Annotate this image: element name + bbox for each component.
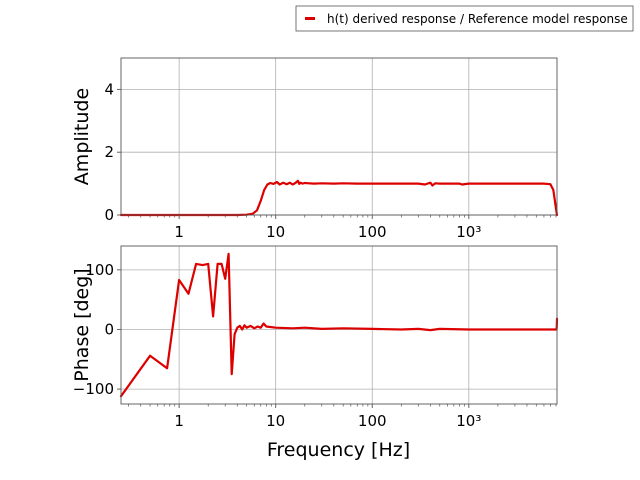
y-tick-label: −100	[73, 380, 114, 398]
y-tick-label: 100	[85, 261, 114, 279]
y-tick-label: 0	[104, 320, 114, 338]
x-tick-label: 1	[174, 223, 184, 241]
legend-frame	[295, 5, 634, 32]
x-tick-label: 10	[266, 223, 285, 241]
axes-frame	[120, 245, 558, 405]
amplitude-panel: 0 2 4 1 10 100 10³ Amplitude	[71, 57, 559, 241]
series-line	[119, 252, 559, 398]
legend: h(t) derived response / Reference model …	[295, 5, 634, 32]
y-tick-label: 4	[104, 80, 114, 98]
y-tick-label: 2	[104, 143, 114, 161]
x-tick-label: 10³	[456, 223, 481, 241]
phase-panel: −100 0 100 1 10 100 10³ Phase [deg]	[71, 245, 559, 430]
x-tick-label: 100	[358, 412, 387, 430]
x-tick-label: 100	[358, 223, 387, 241]
axes-frame	[120, 57, 558, 216]
x-axis-label: Frequency [Hz]	[267, 439, 410, 461]
y-axis-label: Phase [deg]	[71, 268, 93, 381]
x-tick-label: 10³	[456, 412, 481, 430]
y-axis-label: Amplitude	[71, 88, 93, 185]
legend-label: h(t) derived response / Reference model …	[327, 12, 628, 26]
x-tick-label: 1	[174, 412, 184, 430]
y-tick-label: 0	[104, 206, 114, 224]
x-tick-label: 10	[266, 412, 285, 430]
series-line	[119, 179, 559, 217]
